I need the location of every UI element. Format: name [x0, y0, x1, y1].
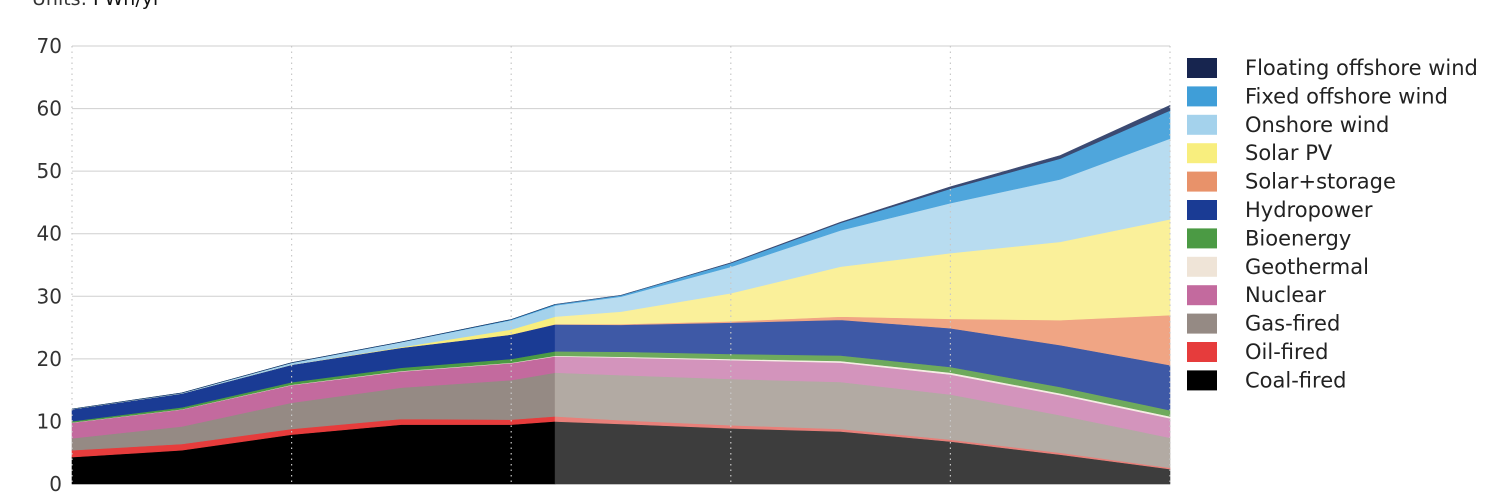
- legend-label: Nuclear: [1245, 283, 1326, 307]
- legend-swatch: [1187, 228, 1217, 249]
- legend-label: Hydropower: [1245, 198, 1373, 222]
- legend-label: Bioenergy: [1245, 226, 1351, 250]
- legend-label: Solar PV: [1245, 141, 1333, 165]
- legend-label: Floating offshore wind: [1245, 56, 1478, 80]
- legend-swatch: [1187, 143, 1217, 164]
- legend-swatch: [1187, 370, 1217, 391]
- y-tick-label: 0: [49, 472, 62, 496]
- legend-label: Oil-fired: [1245, 340, 1328, 364]
- units-prefix: Units:: [32, 0, 87, 10]
- legend-label: Solar+storage: [1245, 170, 1396, 194]
- legend-swatch: [1187, 256, 1217, 277]
- y-tick-label: 30: [37, 284, 62, 308]
- legend-swatch: [1187, 114, 1217, 135]
- y-tick-label: 20: [37, 347, 62, 371]
- y-tick-label: 10: [37, 409, 62, 433]
- legend-swatch: [1187, 313, 1217, 334]
- legend-label: Geothermal: [1245, 255, 1369, 279]
- y-tick-label: 70: [37, 34, 62, 58]
- legend-label: Onshore wind: [1245, 113, 1389, 137]
- y-tick-label: 60: [37, 97, 62, 121]
- legend-swatch: [1187, 171, 1217, 192]
- y-tick-label: 50: [37, 159, 62, 183]
- legend-label: Coal-fired: [1245, 368, 1346, 392]
- units-value: PWh/yr: [93, 0, 161, 10]
- legend-label: Fixed offshore wind: [1245, 84, 1448, 108]
- legend-swatch: [1187, 58, 1217, 78]
- legend-swatch: [1187, 342, 1217, 362]
- legend-swatch: [1187, 86, 1217, 107]
- legend-swatch: [1187, 285, 1217, 306]
- legend-label: Gas-fired: [1245, 312, 1340, 336]
- y-tick-label: 40: [37, 222, 62, 246]
- legend-swatch: [1187, 200, 1217, 220]
- units-label: Units: PWh/yr: [32, 0, 161, 10]
